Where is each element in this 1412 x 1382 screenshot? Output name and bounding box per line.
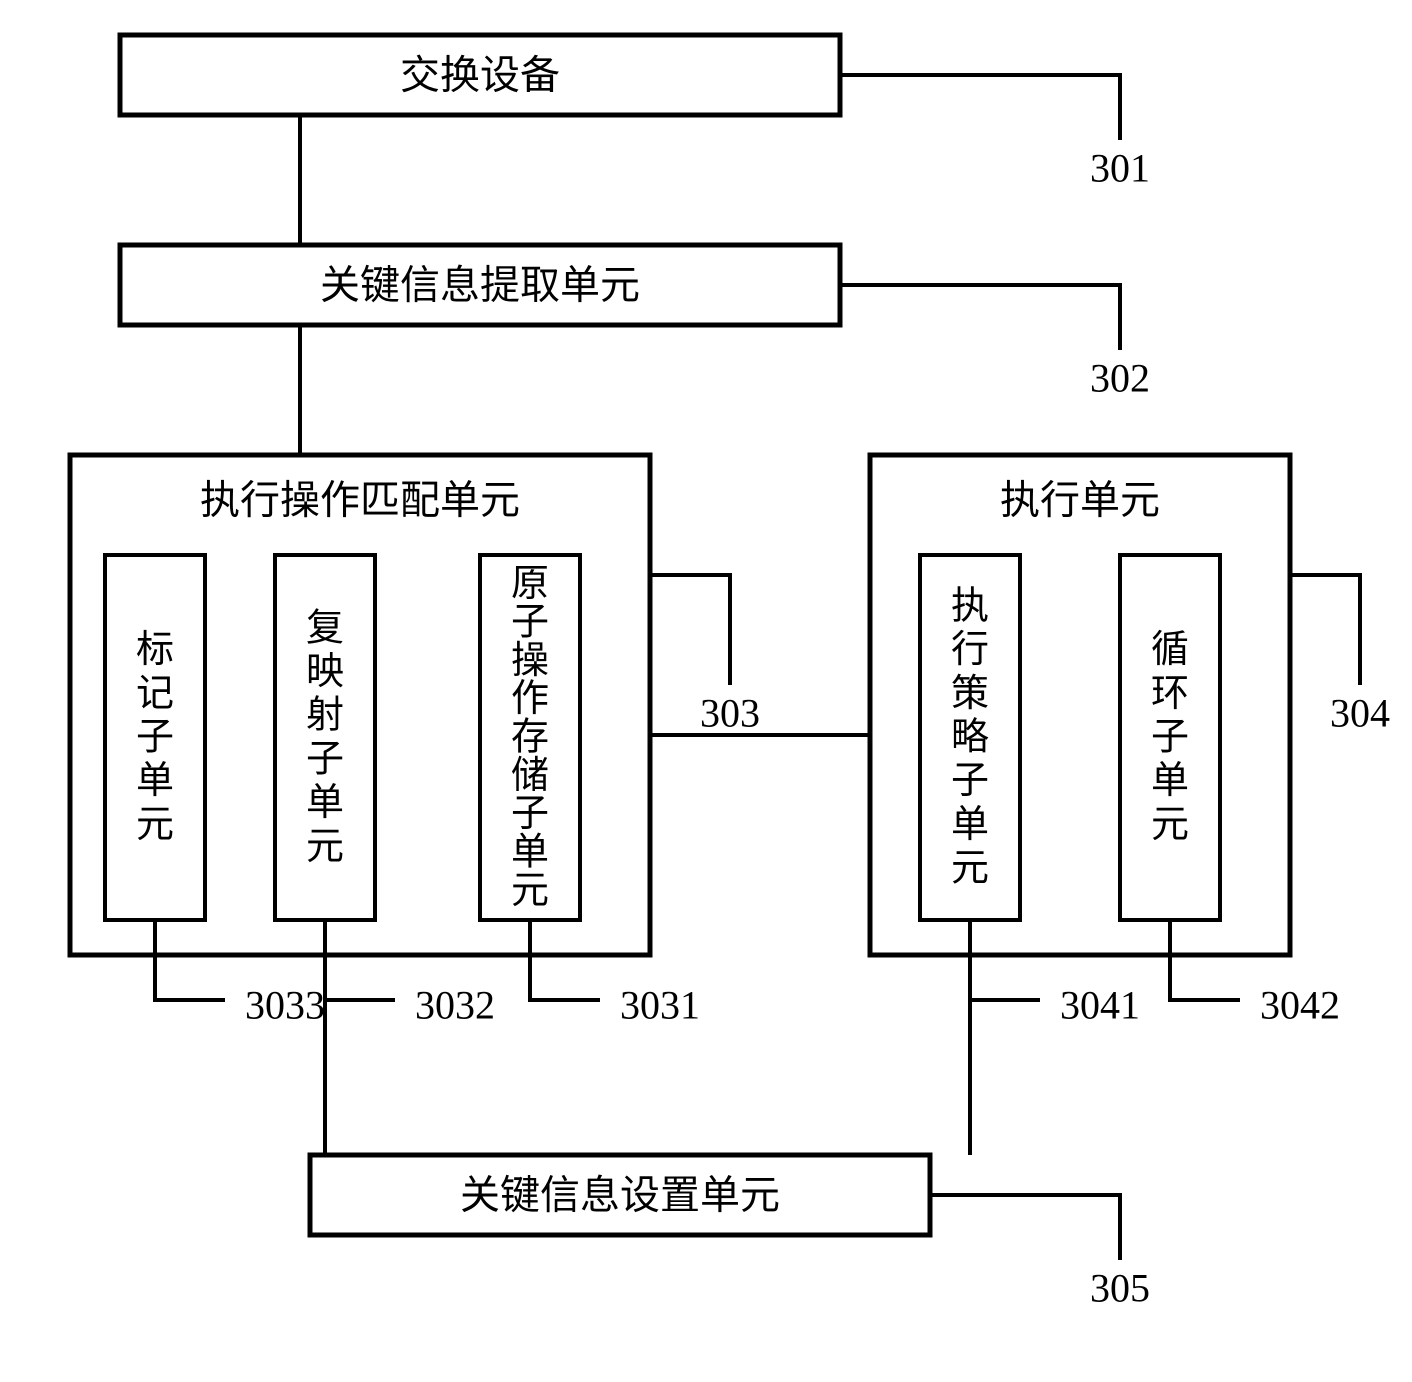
- ref-304: 304: [1330, 691, 1390, 736]
- leader-3031: [530, 920, 600, 1000]
- leader-3041: [970, 920, 1040, 1000]
- label-b3033: 标记子单元: [136, 629, 174, 846]
- box-b304: [870, 455, 1290, 955]
- label-b3031: 原子操作存储子单元: [511, 563, 549, 912]
- leader-304: [1290, 575, 1360, 685]
- ref-301: 301: [1090, 146, 1150, 191]
- leader-302: [840, 285, 1120, 350]
- label-b302: 关键信息提取单元: [320, 263, 640, 308]
- label-b305: 关键信息设置单元: [460, 1173, 780, 1218]
- ref-3031: 3031: [620, 983, 700, 1028]
- ref-305: 305: [1090, 1266, 1150, 1311]
- label-b301: 交换设备: [400, 53, 560, 98]
- ref-302: 302: [1090, 356, 1150, 401]
- leader-305: [930, 1195, 1120, 1260]
- title-b303: 执行操作匹配单元: [200, 478, 520, 523]
- label-b3042: 循环子单元: [1151, 629, 1189, 846]
- ref-3033: 3033: [245, 983, 325, 1028]
- label-b3041: 执行策略子单元: [951, 585, 989, 889]
- ref-3032: 3032: [415, 983, 495, 1028]
- leader-3042: [1170, 920, 1240, 1000]
- leader-303: [650, 575, 730, 685]
- label-b3032: 复映射子单元: [306, 607, 344, 868]
- title-b304: 执行单元: [1000, 478, 1160, 523]
- leader-301: [840, 75, 1120, 140]
- ref-3042: 3042: [1260, 983, 1340, 1028]
- ref-303: 303: [700, 691, 760, 736]
- leader-3033: [155, 920, 225, 1000]
- block-diagram: 交换设备关键信息提取单元关键信息设置单元 执行操作匹配单元 执行单元标记子单元 复映射…: [0, 0, 1412, 1382]
- leader-3032: [325, 920, 395, 1000]
- ref-3041: 3041: [1060, 983, 1140, 1028]
